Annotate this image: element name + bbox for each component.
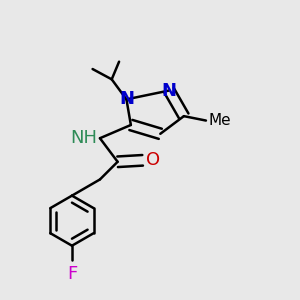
Text: Me: Me (208, 113, 231, 128)
Text: N: N (119, 90, 134, 108)
Text: O: O (146, 151, 160, 169)
Text: NH: NH (70, 129, 98, 147)
Text: F: F (67, 265, 77, 283)
Text: N: N (162, 82, 177, 100)
